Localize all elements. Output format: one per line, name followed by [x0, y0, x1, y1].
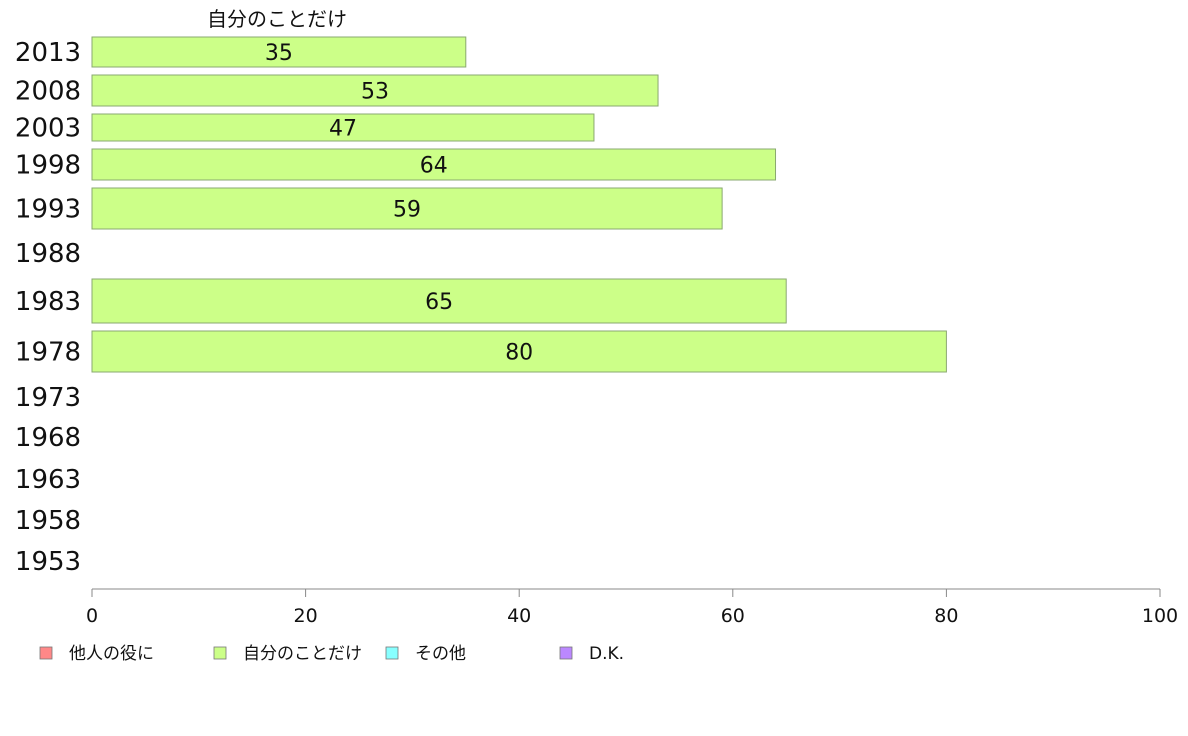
year-label-1973: 1973 [15, 383, 81, 413]
x-tick-label-20: 20 [294, 605, 318, 627]
year-label-2003: 2003 [15, 114, 81, 144]
series-heading: 自分のことだけ [207, 7, 347, 31]
bar-2013 [91, 36, 467, 68]
year-label-2013: 2013 [15, 38, 81, 68]
legend-swatch-3 [559, 646, 573, 660]
value-label-1993: 59 [393, 198, 421, 223]
year-label-1978: 1978 [15, 338, 81, 368]
legend-label-3: D.K. [589, 644, 624, 664]
value-label-1983: 65 [425, 290, 453, 315]
year-label-1993: 1993 [15, 195, 81, 225]
x-tick-label-40: 40 [507, 605, 531, 627]
value-label-2013: 35 [265, 41, 293, 66]
year-label-2008: 2008 [15, 77, 81, 107]
x-tick-label-100: 100 [1142, 605, 1178, 627]
legend-label-0: 他人の役に [69, 644, 154, 664]
x-tick-label-80: 80 [934, 605, 958, 627]
x-tick-label-60: 60 [721, 605, 745, 627]
year-label-1953: 1953 [15, 547, 81, 577]
year-label-1988: 1988 [15, 239, 81, 269]
year-label-1958: 1958 [15, 506, 81, 536]
year-label-1963: 1963 [15, 465, 81, 495]
bar-2008 [91, 74, 659, 107]
value-label-2003: 47 [329, 117, 357, 142]
legend-swatch-0 [39, 646, 53, 660]
legend: 他人の役に 自分のことだけ その他 D.K. [39, 644, 624, 664]
year-labels: 2013 2008 2003 1998 1993 1988 1983 1978 1973 1968… [15, 38, 81, 577]
legend-label-1: 自分のことだけ [243, 644, 362, 664]
value-label-2008: 53 [361, 80, 389, 105]
x-axis: 0 20 40 60 80 100 [86, 588, 1178, 627]
bar-1983 [91, 278, 787, 324]
bar-1978 [91, 330, 947, 373]
bar-1993 [91, 187, 723, 230]
value-label-1998: 64 [420, 154, 448, 179]
year-label-1968: 1968 [15, 423, 81, 453]
bar-1998 [91, 148, 777, 181]
legend-label-2: その他 [415, 644, 466, 664]
bar-2003 [91, 113, 595, 142]
year-label-1998: 1998 [15, 151, 81, 181]
x-tick-label-0: 0 [86, 605, 98, 627]
value-label-1978: 80 [505, 341, 533, 366]
year-label-1983: 1983 [15, 287, 81, 317]
legend-swatch-2 [385, 646, 399, 660]
legend-swatch-1 [213, 646, 227, 660]
